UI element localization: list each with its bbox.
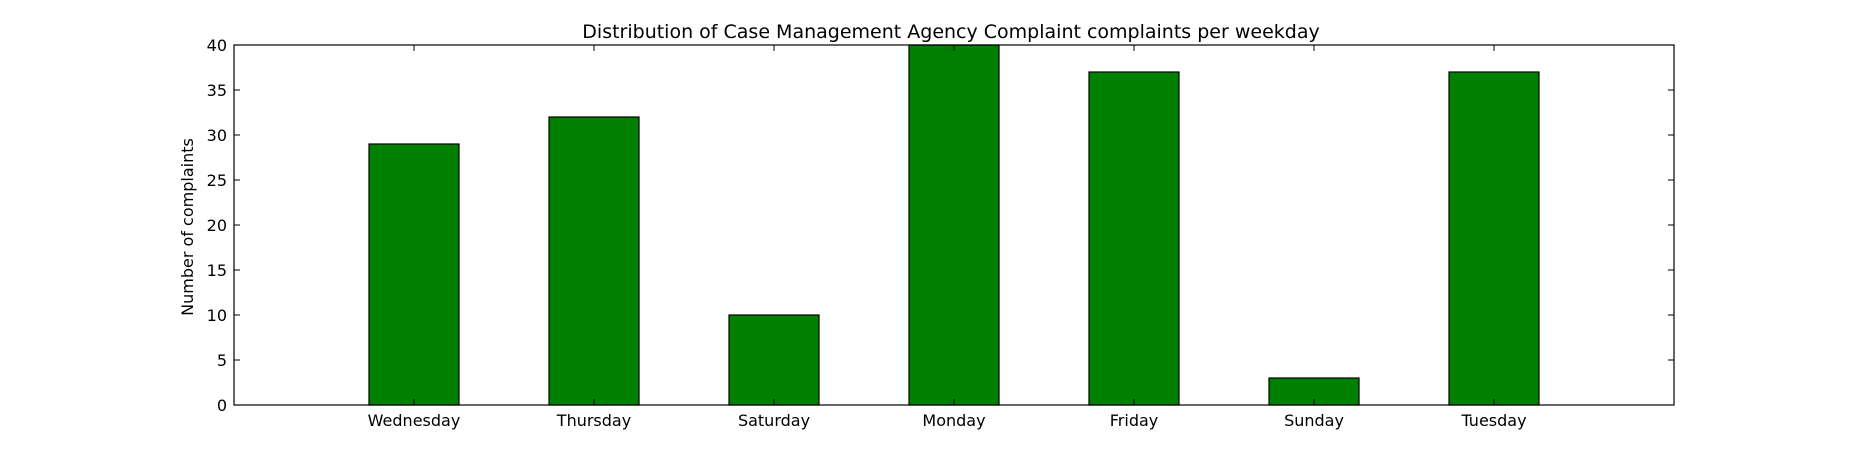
x-tick-label: Saturday — [738, 411, 810, 430]
plot-frame — [233, 44, 1675, 406]
y-tick-label: 35 — [207, 81, 227, 100]
y-tick-label: 0 — [217, 396, 227, 415]
bar-saturday — [728, 314, 820, 406]
x-tick-label: Friday — [1110, 411, 1159, 430]
y-tick-label: 15 — [207, 261, 227, 280]
y-tick-label: 40 — [207, 36, 227, 55]
x-tick-label: Monday — [922, 411, 985, 430]
bar-monday — [908, 44, 1000, 406]
bar-tuesday — [1448, 71, 1540, 406]
x-tick-label: Wednesday — [368, 411, 461, 430]
y-tick-label: 30 — [207, 126, 227, 145]
y-tick-label: 25 — [207, 171, 227, 190]
chart-title: Distribution of Case Management Agency C… — [582, 21, 1319, 43]
x-tick-label: Sunday — [1284, 411, 1344, 430]
x-tick-label: Thursday — [556, 411, 631, 430]
bar-thursday — [548, 116, 640, 406]
bar-friday — [1088, 71, 1180, 406]
y-tick-label: 20 — [207, 216, 227, 235]
bars — [368, 44, 1540, 406]
y-tick-label: 10 — [207, 306, 227, 325]
y-axis-label: Number of complaints — [178, 138, 197, 316]
x-tick-label: Tuesday — [1460, 411, 1526, 430]
bar-wednesday — [368, 143, 460, 406]
y-tick-label: 5 — [217, 351, 227, 370]
ticks: Wednesday Thursday Saturday Monday Friday Sun… — [207, 36, 1674, 430]
